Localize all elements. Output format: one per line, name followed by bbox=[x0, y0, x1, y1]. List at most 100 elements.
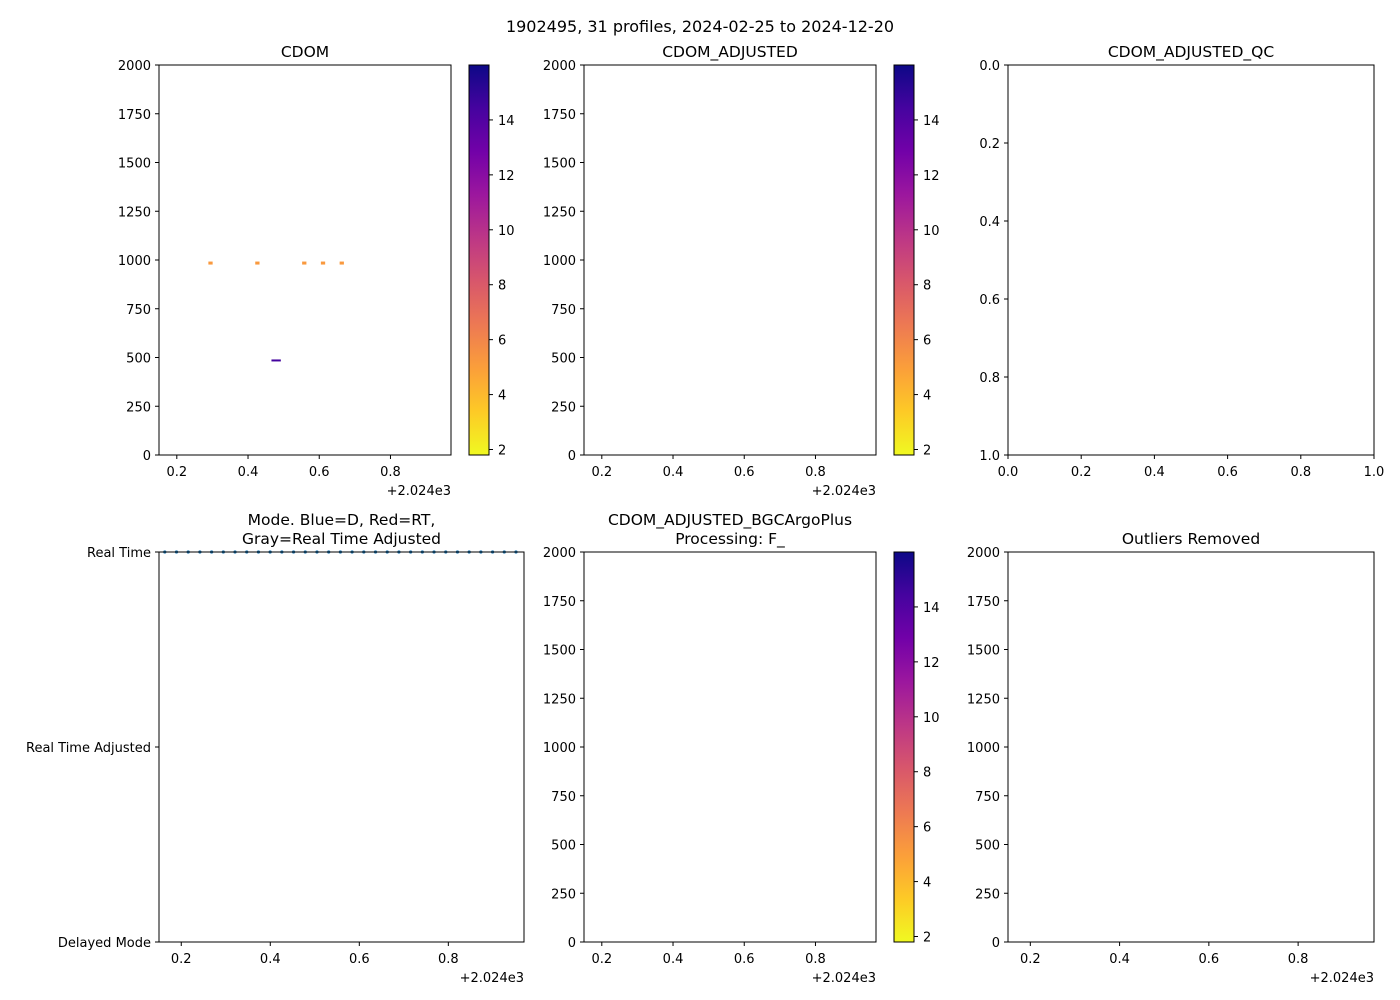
nan-gap-fragment bbox=[255, 261, 260, 265]
chart-title: Outliers Removed bbox=[1122, 530, 1260, 548]
y-tick-label: 250 bbox=[551, 887, 576, 902]
y-tick-label: 500 bbox=[551, 839, 576, 854]
y-tick-label: 1750 bbox=[118, 108, 151, 123]
x-tick-label: 0.6 bbox=[734, 952, 755, 967]
y-tick-label: 750 bbox=[126, 303, 151, 318]
x-tick-label: 0.8 bbox=[438, 952, 459, 967]
chart-title: CDOM bbox=[281, 43, 329, 61]
colorbar-tick-label: 8 bbox=[923, 766, 931, 781]
x-tick-label: 0.4 bbox=[663, 952, 684, 967]
chart-title: CDOM_ADJUSTED bbox=[662, 43, 798, 62]
colorbar-tick-label: 12 bbox=[923, 169, 940, 184]
x-tick-label: 0.8 bbox=[805, 952, 826, 967]
axes-frame bbox=[583, 551, 877, 943]
x-tick-label: 0.4 bbox=[260, 952, 281, 967]
y-tick-label: 0.0 bbox=[979, 59, 1000, 74]
colorbar-tick-label: 4 bbox=[923, 876, 931, 891]
colorbar: 2 4 6 8 10 12 14 bbox=[893, 551, 940, 946]
x-tick-label: 0.6 bbox=[349, 952, 370, 967]
y-tick-label: 1250 bbox=[543, 692, 576, 707]
colorbar-tick-label: 14 bbox=[923, 114, 940, 129]
y-tick-label: 500 bbox=[126, 352, 151, 367]
heatmap-cells bbox=[271, 359, 281, 362]
chart-title: CDOM_ADJUSTED_BGCArgoPlus bbox=[608, 511, 852, 530]
y-tick-label: Real Time Adjusted bbox=[26, 741, 151, 756]
colorbar-tick-label: 4 bbox=[498, 389, 506, 404]
y-tick-label: 0.8 bbox=[979, 371, 1000, 386]
axes-frame bbox=[1007, 64, 1375, 456]
y-tick-label: 1000 bbox=[967, 741, 1000, 756]
x-tick-label: 0.2 bbox=[1020, 952, 1041, 967]
y-tick-label: 1250 bbox=[543, 205, 576, 220]
x-tick-label: 0.2 bbox=[591, 465, 612, 480]
colorbar: 2 4 6 8 10 12 14 bbox=[468, 64, 515, 459]
nan-gap-fragment bbox=[320, 261, 326, 265]
colorbar-tick-label: 10 bbox=[498, 224, 515, 239]
colorbar: 2 4 6 8 10 12 14 bbox=[893, 64, 940, 459]
y-tick-label: 1000 bbox=[118, 254, 151, 269]
x-tick-label: 0.2 bbox=[166, 465, 187, 480]
x-offset-label: +2.024e3 bbox=[1310, 971, 1374, 986]
axes-frame bbox=[1007, 551, 1375, 943]
chart-cdom-adjusted: CDOM_ADJUSTED 0.2 0.4 0.6 0.8 +2.024e3 0 250 500… bbox=[543, 43, 940, 499]
y-tick-label: 0 bbox=[568, 449, 576, 464]
y-tick-label: 2000 bbox=[543, 59, 576, 74]
mode-points bbox=[163, 550, 518, 554]
x-tick-label: 0.8 bbox=[805, 465, 826, 480]
x-tick-label: 0.8 bbox=[1290, 465, 1311, 480]
nan-gap-fragment bbox=[339, 261, 344, 265]
x-tick-label: 0.4 bbox=[1144, 465, 1165, 480]
x-offset-label: +2.024e3 bbox=[812, 484, 876, 499]
x-tick-label: 0.4 bbox=[663, 465, 684, 480]
x-tick-label: 0.0 bbox=[998, 465, 1019, 480]
colorbar-tick-label: 6 bbox=[923, 821, 931, 836]
heatmap-nan-gaps bbox=[208, 261, 344, 265]
chart-mode: Mode. Blue=D, Red=RT,Gray=Real Time Adju… bbox=[26, 511, 525, 986]
colorbar-tick-label: 4 bbox=[923, 389, 931, 404]
colorbar-tick-label: 2 bbox=[923, 931, 931, 946]
y-tick-label: 1500 bbox=[118, 157, 151, 172]
colorbar-tick-label: 2 bbox=[923, 444, 931, 459]
y-tick-label: Real Time bbox=[87, 546, 151, 561]
axes-frame bbox=[583, 64, 877, 456]
y-tick-label: 250 bbox=[975, 887, 1000, 902]
y-tick-label: 2000 bbox=[543, 546, 576, 561]
x-tick-label: 1.0 bbox=[1364, 465, 1385, 480]
colorbar-tick-label: 12 bbox=[498, 169, 515, 184]
y-tick-label: 1000 bbox=[543, 254, 576, 269]
y-tick-label: 500 bbox=[551, 352, 576, 367]
y-tick-label: 250 bbox=[126, 400, 151, 415]
y-tick-label: 0.4 bbox=[979, 215, 1000, 230]
x-tick-label: 0.8 bbox=[1288, 952, 1309, 967]
colorbar-gradient bbox=[893, 551, 915, 943]
nan-gap-fragment bbox=[302, 261, 307, 265]
x-tick-label: 0.8 bbox=[380, 465, 401, 480]
chart-title: CDOM_ADJUSTED_QC bbox=[1108, 43, 1274, 62]
x-tick-label: 0.2 bbox=[171, 952, 192, 967]
x-tick-label: 0.6 bbox=[1217, 465, 1238, 480]
x-tick-label: 0.6 bbox=[734, 465, 755, 480]
y-tick-label: 750 bbox=[551, 790, 576, 805]
y-tick-label: 1250 bbox=[967, 692, 1000, 707]
colorbar-tick-label: 14 bbox=[498, 114, 515, 129]
x-tick-label: 0.4 bbox=[238, 465, 259, 480]
y-tick-label: 1000 bbox=[543, 741, 576, 756]
y-tick-label: 500 bbox=[975, 839, 1000, 854]
colorbar-tick-label: 6 bbox=[923, 334, 931, 349]
x-tick-label: 0.2 bbox=[1071, 465, 1092, 480]
colorbar-tick-label: 12 bbox=[923, 656, 940, 671]
axes-frame bbox=[158, 551, 525, 943]
x-offset-label: +2.024e3 bbox=[387, 484, 451, 499]
y-tick-label: 0.2 bbox=[979, 137, 1000, 152]
chart-cdom-adjusted-qc: CDOM_ADJUSTED_QC0.0 0.2 0.4 0.6 0.8 1.00.00.2… bbox=[979, 43, 1384, 480]
colorbar-tick-label: 10 bbox=[923, 711, 940, 726]
x-offset-label: +2.024e3 bbox=[812, 971, 876, 986]
colorbar-tick-label: 14 bbox=[923, 601, 940, 616]
y-tick-label: 2000 bbox=[118, 59, 151, 74]
y-tick-label: 0 bbox=[992, 936, 1000, 951]
y-tick-label: 250 bbox=[551, 400, 576, 415]
chart-cdom: CDOM 0.2 0.4 0.6 0.8 +2.024e3 0 250 500 750 1000 12… bbox=[118, 43, 515, 499]
y-tick-label: 1.0 bbox=[979, 449, 1000, 464]
